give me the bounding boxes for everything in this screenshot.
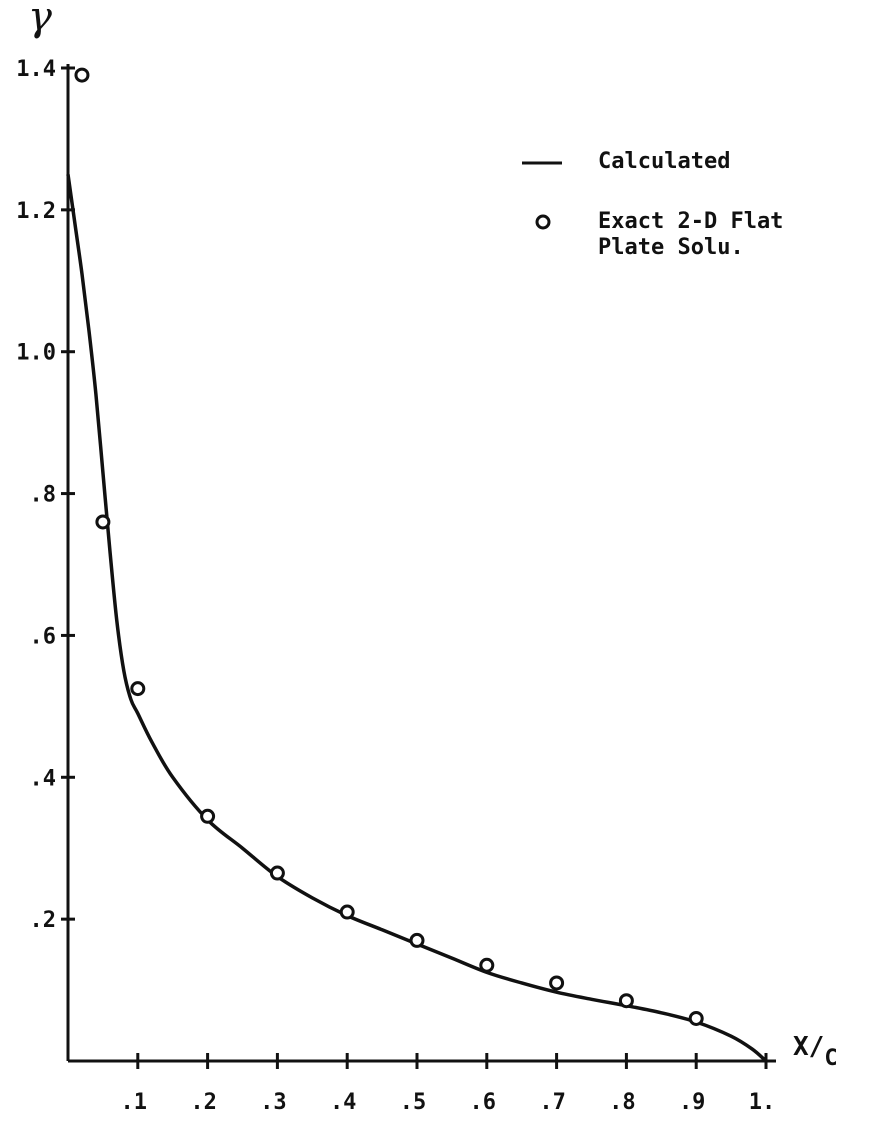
exact-solution-point xyxy=(688,1010,704,1026)
legend-label-exact-line1: Exact 2-D Flat xyxy=(598,209,783,234)
plot-area xyxy=(66,67,768,1063)
exact-solution-point xyxy=(618,993,634,1009)
x-axis-label-c: C xyxy=(824,1046,837,1071)
x-axis-label-x: X xyxy=(793,1032,809,1062)
y-tick-label: .8 xyxy=(30,483,57,508)
x-tick-label: 1. xyxy=(749,1090,776,1115)
x-tick-label: .6 xyxy=(470,1090,497,1115)
legend-label-exact: Exact 2-D Flat Plate Solu. xyxy=(598,209,797,260)
y-axis-label: γ xyxy=(28,0,52,40)
x-tick-label: .8 xyxy=(609,1090,636,1115)
x-tick-label: .3 xyxy=(260,1090,287,1115)
exact-solution-point xyxy=(409,932,425,948)
x-tick-label: .2 xyxy=(190,1090,217,1115)
exact-solution-point xyxy=(200,808,216,824)
y-tick-label: .4 xyxy=(30,766,57,791)
y-tick-label: .2 xyxy=(30,908,57,933)
exact-solution-point xyxy=(74,67,90,83)
x-tick-label: .5 xyxy=(400,1090,427,1115)
ticks: .1 .2 .3 .4 .5 .6 .7 .8 .9 1. .2 .4 .6 .8 1.0 1.2 1.4 xyxy=(16,57,775,1115)
x-axis-label-slash: / xyxy=(809,1032,825,1062)
y-tick-label: 1.0 xyxy=(16,341,56,366)
x-tick-label: .1 xyxy=(121,1090,148,1115)
calculated-line xyxy=(66,174,768,1063)
y-tick-label: 1.2 xyxy=(16,199,56,224)
legend-circle-marker xyxy=(535,214,551,230)
exact-solution-point xyxy=(339,904,355,920)
x-tick-label: .9 xyxy=(679,1090,706,1115)
legend: Calculated Exact 2-D Flat Plate Solu. xyxy=(522,149,797,260)
x-axis-label: X/C xyxy=(793,1032,838,1071)
legend-label-exact-line2: Plate Solu. xyxy=(598,235,744,260)
legend-label-calculated: Calculated xyxy=(598,149,730,174)
x-tick-label: .4 xyxy=(330,1090,357,1115)
axes xyxy=(66,64,776,1063)
y-tick-label: .6 xyxy=(30,624,57,649)
exact-solution-point xyxy=(95,514,111,530)
y-tick-label: 1.4 xyxy=(16,57,56,82)
exact-solution-point xyxy=(549,975,565,991)
exact-solution-point xyxy=(130,681,146,697)
x-tick-label: .7 xyxy=(539,1090,566,1115)
exact-solution-point xyxy=(269,865,285,881)
exact-solution-point xyxy=(479,957,495,973)
